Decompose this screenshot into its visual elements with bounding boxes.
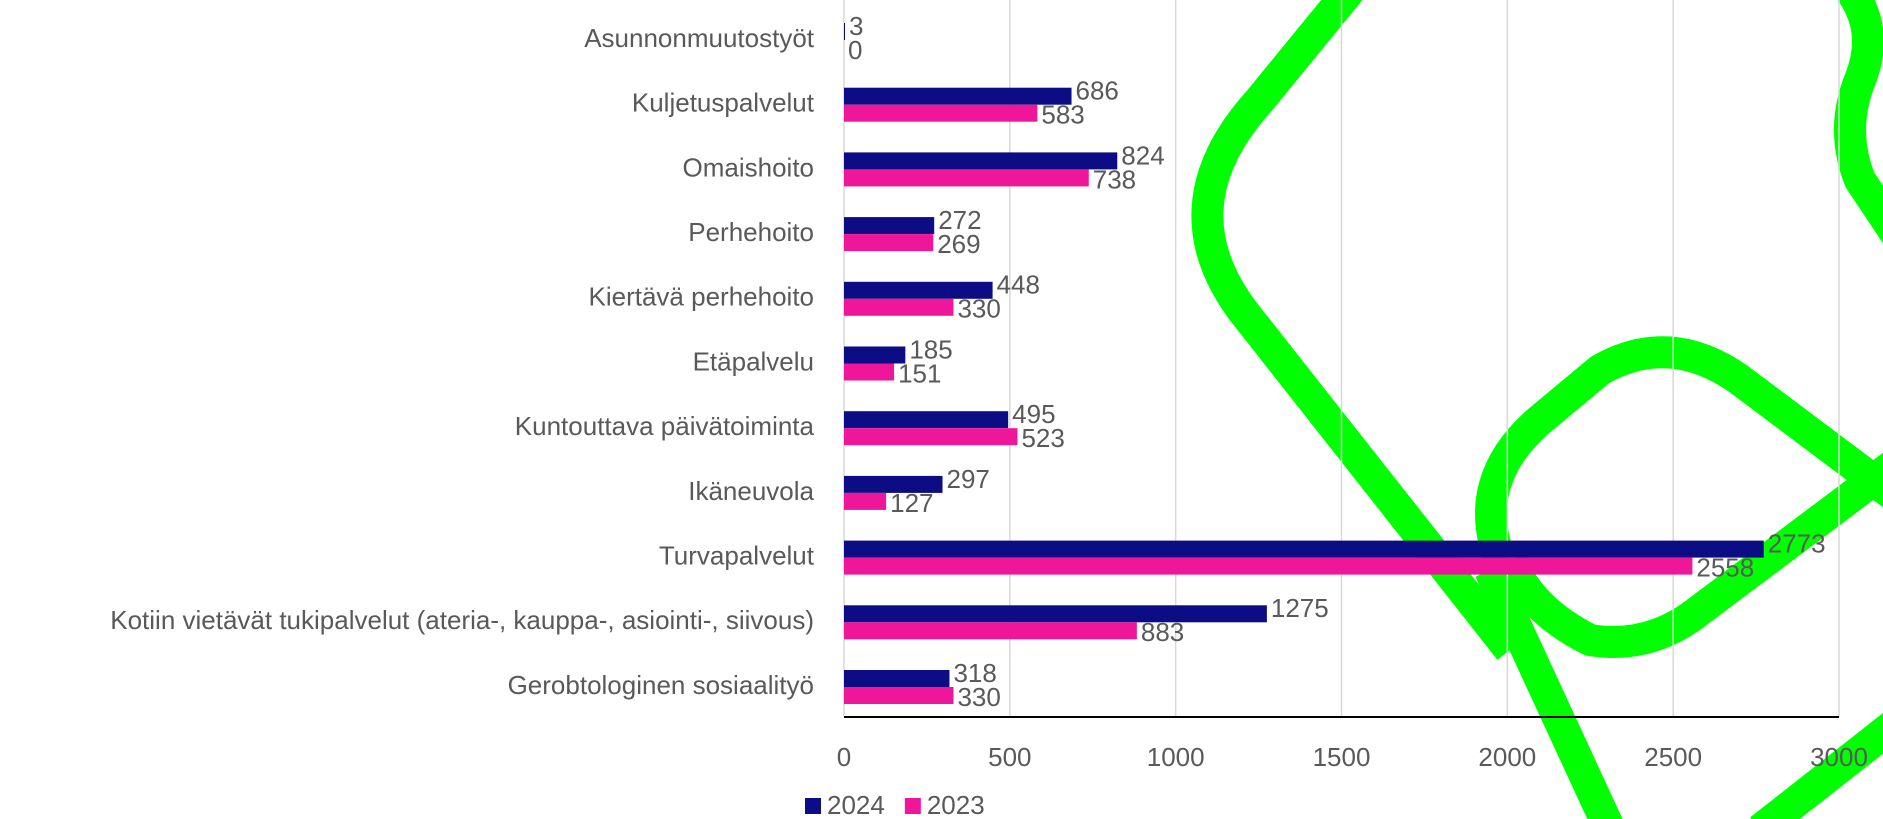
y-tick-label: Kuljetuspalvelut xyxy=(632,88,815,118)
legend-swatch xyxy=(805,798,821,814)
data-label: 1275 xyxy=(1271,593,1329,623)
bar xyxy=(844,152,1117,169)
bar xyxy=(844,234,933,251)
data-label: 2773 xyxy=(1768,528,1826,558)
x-tick-label: 1000 xyxy=(1147,742,1205,772)
data-label: 523 xyxy=(1021,423,1064,453)
y-tick-label: Etäpalvelu xyxy=(693,346,814,376)
bar xyxy=(844,217,934,234)
data-label: 738 xyxy=(1093,164,1136,194)
bar xyxy=(844,622,1137,639)
bar xyxy=(844,299,953,316)
bar xyxy=(844,687,953,704)
data-label: 151 xyxy=(898,358,941,388)
data-label: 269 xyxy=(937,229,980,259)
x-tick-label: 2500 xyxy=(1644,742,1702,772)
plot-area: 0 500 1000 1500 2000 2500 3000 Asunnonmuutostyö… xyxy=(110,0,1868,819)
bar xyxy=(844,670,949,687)
data-label: 330 xyxy=(957,682,1000,712)
y-tick-label: Perhehoito xyxy=(688,217,814,247)
legend-label: 2023 xyxy=(927,790,985,819)
data-label: 330 xyxy=(957,294,1000,324)
x-tick-label: 0 xyxy=(837,742,851,772)
data-label: 583 xyxy=(1041,100,1084,130)
decoration xyxy=(1207,0,1883,819)
y-tick-label: Turvapalvelut xyxy=(659,540,815,570)
x-tick-label: 3000 xyxy=(1810,742,1868,772)
bar xyxy=(844,493,886,510)
y-tick-label: Asunnonmuutostyöt xyxy=(584,23,815,53)
data-label: 448 xyxy=(997,270,1040,300)
legend-swatch xyxy=(905,798,921,814)
bar xyxy=(844,169,1089,186)
bar xyxy=(844,347,905,364)
legend-label: 2024 xyxy=(827,790,885,819)
x-tick-label: 1500 xyxy=(1313,742,1371,772)
bar xyxy=(844,88,1072,105)
bar xyxy=(844,428,1017,445)
data-label: 0 xyxy=(848,35,862,65)
x-tick-label: 2000 xyxy=(1478,742,1536,772)
data-label: 297 xyxy=(947,464,990,494)
y-tick-label: Omaishoito xyxy=(683,152,815,182)
chart: 0 500 1000 1500 2000 2500 3000 Asunnonmuutostyö… xyxy=(0,0,1883,819)
y-tick-label: Ikäneuvola xyxy=(688,476,814,506)
bar xyxy=(844,558,1692,575)
x-tick-label: 500 xyxy=(988,742,1031,772)
y-tick-label: Kotiin vietävät tukipalvelut (ateria-, k… xyxy=(110,605,814,635)
y-tick-label: Gerobtologinen sosiaalityö xyxy=(508,670,814,700)
bar xyxy=(844,411,1008,428)
bar xyxy=(844,105,1037,122)
y-tick-label: Kuntouttava päivätoiminta xyxy=(515,411,815,441)
bar xyxy=(844,541,1764,558)
data-label: 2558 xyxy=(1696,552,1754,582)
bar xyxy=(844,364,894,381)
data-label: 127 xyxy=(890,488,933,518)
y-tick-label: Kiertävä perhehoito xyxy=(589,282,814,312)
bar xyxy=(844,605,1267,622)
data-label: 883 xyxy=(1141,617,1184,647)
bar xyxy=(844,23,845,40)
